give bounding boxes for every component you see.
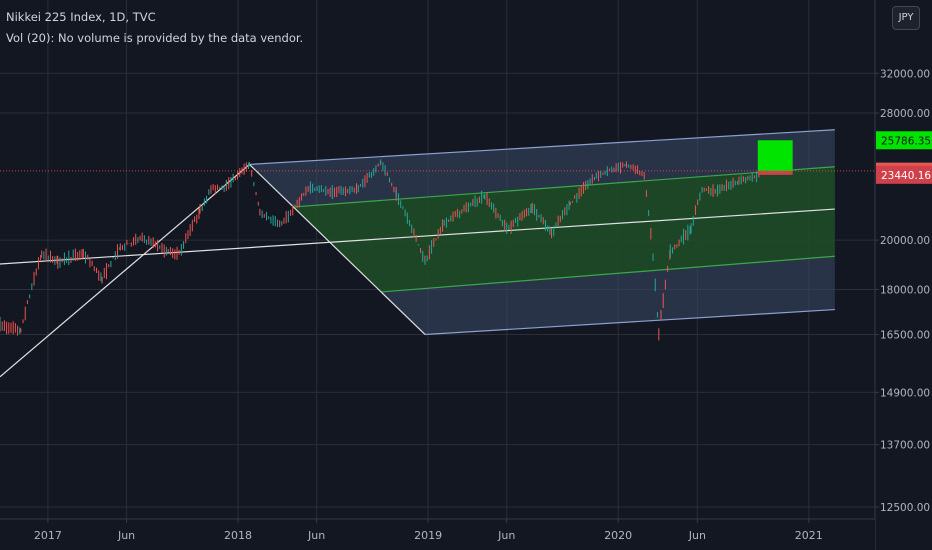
price-label-text: 25786.35 [881,135,931,147]
price-axis[interactable]: 32000.00 28000.00 20000.00 18000.00 16500.00… [875,68,930,550]
time-tick-label: Jun [688,529,706,542]
price-tick-label: 16500.00 [880,329,930,341]
pitchfork-inner-lower-line [381,255,835,293]
pitchfork-handle-line [249,163,426,335]
price-series [0,159,760,341]
currency-button[interactable]: JPY [892,6,920,30]
price-label-text: 23440.16 [881,170,931,182]
price-tick-label: 32000.00 [880,68,930,80]
price-tick-label: 13700.00 [880,440,930,452]
time-tick-label: 2017 [34,529,62,542]
price-tick-label: 18000.00 [880,285,930,297]
pitchfork-upper-line [249,129,835,166]
time-tick-label: 2021 [795,529,823,542]
price-tick-label: 12500.00 [880,502,930,514]
price-label-box [876,165,932,184]
time-tick-label: Jun [497,529,515,542]
time-tick-label: Jun [307,529,325,542]
price-label-box [876,131,932,150]
time-tick-label: 2019 [414,529,442,542]
pitchfork-inner-upper-line [293,166,835,208]
time-tick-label: 2018 [224,529,252,542]
series-legend-title[interactable]: Nikkei 225 Index, 1D, TVC [6,10,156,24]
target-zone [757,140,793,171]
time-axis-background [0,519,875,550]
volume-legend[interactable]: Vol (20): No volume is provided by the d… [6,31,304,45]
pitchfork-lower-line [424,308,835,336]
pitchfork-median-line [0,208,835,265]
price-tick-label: 28000.00 [880,108,930,120]
stop-zone [757,170,793,175]
price-labels: 25786.3523684.4823619.6923440.16 [876,131,932,184]
price-tick-label: 20000.00 [880,235,930,247]
time-tick-label: 2020 [604,529,632,542]
price-axis-background [875,0,932,550]
long-position-box[interactable] [0,140,875,175]
time-axis[interactable]: 2017 Jun 2018 Jun 2019 Jun 2020 Jun 2021 [34,519,823,542]
andrews-pitchfork[interactable] [0,129,835,378]
pitchfork-leg-line [0,163,250,378]
price-tick-label: 14900.00 [880,387,930,399]
time-tick-label: Jun [117,529,135,542]
